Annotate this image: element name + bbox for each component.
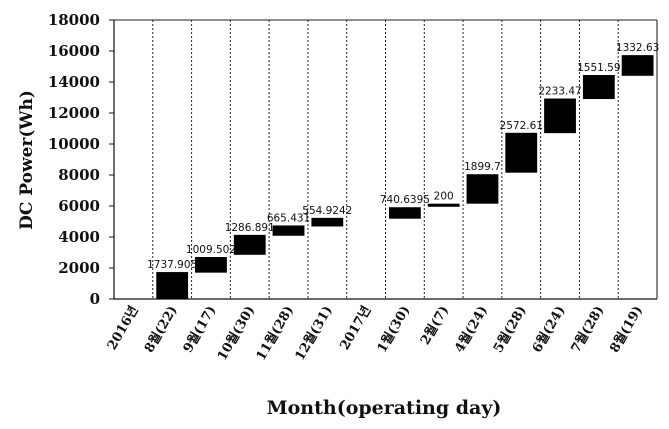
data-label: 1286.891 [225,222,275,234]
y-axis-ticks: 0 2000 4000 6000 8000 10000 12000 14000 16000 180… [48,11,114,308]
data-label: 1009.502 [186,244,236,256]
y-tick-label: 12000 [48,104,100,122]
bar [544,98,576,134]
data-label: 1899.7 [464,161,501,173]
y-tick-label: 16000 [48,42,100,60]
x-tick-label: 2016년 [105,304,142,353]
data-label: 1332.63 [616,42,659,54]
data-label: 1737.905 [147,259,197,271]
data-label: 2233.47 [538,86,581,98]
x-axis-title: Month(operating day) [267,397,502,419]
data-label: 665.431 [267,212,310,224]
x-tick-label: 6월(24) [529,303,569,356]
y-tick-label: 0 [90,290,100,308]
x-tick-label: 2월(7) [417,303,452,348]
y-tick-label: 8000 [58,166,100,184]
data-label: 2572.61 [500,120,543,132]
x-tick-label: 7월(28) [568,303,608,356]
x-tick-label: 11월(28) [253,303,297,363]
data-label: 740.6395 [380,194,430,206]
x-tick-label: 8월(22) [141,303,181,356]
x-tick-label: 12월(31) [292,303,336,363]
y-tick-label: 18000 [48,11,100,29]
bar [582,75,615,100]
gridlines [113,19,658,300]
y-tick-label: 10000 [48,135,100,153]
x-axis-ticks: 2016년 8월(22) 9월(17)10월(30)11월(28)12월(31) 20… [105,303,646,363]
bar [195,257,227,273]
y-tick-label: 14000 [48,73,100,91]
bar [272,225,305,236]
bar [311,217,344,227]
x-tick-label: 2017년 [338,304,375,353]
x-tick-label: 10월(30) [214,303,258,363]
bar [621,55,654,76]
bars [156,55,654,299]
data-label: 200 [434,191,454,203]
data-label: 1551.59 [577,62,620,74]
x-tick-label: 1월(30) [374,303,414,356]
bar [156,272,189,299]
y-tick-label: 6000 [58,197,100,215]
y-tick-label: 2000 [58,259,100,277]
x-tick-label: 9월(17) [180,303,220,356]
y-tick-label: 4000 [58,228,100,246]
data-label: 554.9242 [302,205,352,217]
x-tick-label: 8월(19) [607,303,647,356]
bar [388,207,421,219]
bar [427,203,460,207]
bar [466,174,499,204]
x-tick-label: 4월(24) [451,303,491,356]
x-tick-label: 5월(28) [490,303,530,356]
bar [505,132,538,173]
bar [233,234,266,255]
y-axis-title: DC Power(Wh) [17,90,37,230]
